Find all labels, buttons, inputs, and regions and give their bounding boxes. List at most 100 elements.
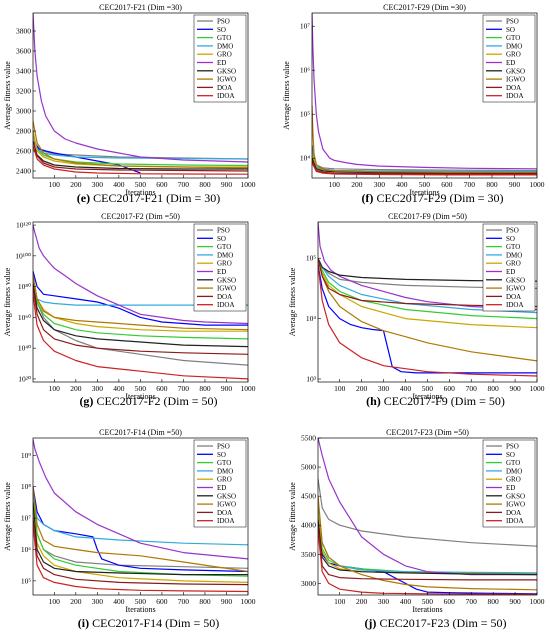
x-tick-label: 1000 [530, 384, 545, 393]
legend-label-idoa: IDOA [506, 301, 524, 309]
y-tick-label: 3800 [16, 27, 31, 36]
caption-text: CEC2017-F2 (Dim = 50) [93, 394, 217, 408]
series-line-igwo [33, 274, 248, 331]
legend-label-so: SO [217, 235, 226, 243]
series-line-gto [33, 278, 248, 340]
x-tick-label: 700 [466, 597, 478, 606]
panel-caption: (g) CEC2017-F2 (Dim = 50) [79, 394, 217, 408]
legend-label-idoa: IDOA [506, 92, 524, 100]
caption-letter: (h) [366, 394, 381, 408]
legend-label-igwo: IGWO [506, 76, 525, 84]
x-tick-label: 300 [378, 597, 390, 606]
caption-text: CEC2017-F14 (Dim = 50) [89, 616, 219, 630]
x-tick-label: 400 [113, 597, 125, 606]
series-line-igwo [318, 258, 537, 362]
x-tick-label: 100 [329, 180, 341, 189]
x-axis-label: Iterations [125, 605, 155, 614]
chart-title: CEC2017-F9 (Dim =50) [388, 212, 467, 221]
legend-label-idoa: IDOA [217, 517, 235, 525]
legend-label-idoa: IDOA [506, 517, 524, 525]
x-tick-label: 700 [464, 180, 476, 189]
series-line-gkso [33, 283, 248, 348]
x-tick-label: 700 [466, 384, 478, 393]
x-tick-label: 600 [444, 597, 456, 606]
y-tick-label: 10⁵ [300, 110, 311, 119]
series-line-idoa [318, 530, 537, 595]
caption-letter: (g) [79, 394, 93, 408]
chart-panel-6: CEC2017-F23 (Dim =50) 100 200 300 400 500 600 7… [288, 428, 545, 630]
series-line-gkso [33, 502, 248, 576]
x-tick-label: 400 [396, 180, 408, 189]
panel-caption: (h) CEC2017-F9 (Dim = 50) [366, 394, 505, 408]
x-tick-label: 800 [199, 384, 211, 393]
legend-label-dmo: DMO [506, 467, 522, 475]
series-line-idoa [33, 145, 248, 175]
x-tick-label: 1000 [241, 597, 256, 606]
series-lines [318, 222, 537, 377]
series-line-dmo [33, 492, 248, 546]
x-tick-label: 500 [135, 180, 147, 189]
legend-label-so: SO [217, 26, 226, 34]
chart-panel-3: CEC2017-F2 (Dim =50) 100 200 300 400 500 600 70… [3, 212, 256, 408]
legend-label-doa: DOA [217, 509, 232, 517]
y-tick-label: 10³ [306, 374, 317, 383]
y-tick-label: 4500 [301, 492, 316, 501]
y-tick-label: 10¹⁰⁰ [15, 251, 31, 260]
x-tick-label: 300 [374, 180, 386, 189]
series-line-idoa [318, 264, 537, 377]
series-lines [33, 13, 248, 175]
series-line-doa [33, 286, 248, 355]
x-axis-label: Iterations [125, 392, 155, 401]
legend-label-dmo: DMO [506, 42, 522, 50]
chart-panel-1: CEC2017-F21 (Dim =30) 100 200 300 400 500 600 7… [3, 3, 256, 205]
legend-label-pso: PSO [506, 18, 519, 26]
legend-label-gto: GTO [506, 34, 520, 42]
y-tick-label: 10⁵ [21, 576, 32, 585]
chart-panel-4: CEC2017-F9 (Dim =50) 100 200 300 400 500 600 70… [288, 212, 545, 408]
series-line-doa [318, 258, 537, 308]
series-line-ed [33, 439, 248, 560]
legend-label-dmo: DMO [217, 251, 233, 259]
x-tick-label: 100 [49, 384, 61, 393]
legend-label-igwo: IGWO [506, 501, 525, 509]
x-tick-label: 1000 [530, 597, 545, 606]
x-tick-label: 500 [422, 384, 434, 393]
y-axis-label: Average fitness value [288, 267, 297, 336]
legend-label-doa: DOA [217, 293, 232, 301]
legend-label-gkso: GKSO [217, 492, 236, 500]
y-tick-label: 2600 [16, 147, 31, 156]
series-line-ed [33, 13, 248, 163]
series-line-idoa [33, 294, 248, 380]
chart-panel-5: CEC2017-F14 (Dim =50) 100 200 300 400 500 600 7… [3, 428, 256, 630]
x-tick-label: 300 [92, 180, 104, 189]
x-tick-label: 800 [488, 597, 500, 606]
x-tick-label: 300 [92, 384, 104, 393]
legend-label-doa: DOA [506, 84, 521, 92]
x-tick-label: 700 [178, 180, 190, 189]
x-tick-label: 100 [334, 597, 346, 606]
y-tick-label: 3000 [301, 579, 316, 588]
x-tick-label: 800 [486, 180, 498, 189]
legend-label-pso: PSO [217, 227, 230, 235]
series-line-ed [33, 224, 248, 325]
series-lines [33, 439, 248, 593]
series-lines [33, 224, 248, 380]
legend-label-igwo: IGWO [217, 285, 236, 293]
y-axis-label: Average fitness value [288, 482, 297, 551]
y-axis-label: Average fitness value [3, 61, 12, 130]
y-axis-label: Average fitness value [282, 61, 291, 130]
x-axis-label: Iterations [125, 188, 155, 197]
y-tick-label: 5500 [301, 434, 316, 443]
y-tick-label: 3400 [16, 67, 31, 76]
x-tick-label: 900 [509, 384, 521, 393]
x-tick-label: 600 [156, 180, 168, 189]
x-tick-label: 200 [70, 384, 82, 393]
x-axis-label: Iterations [412, 605, 442, 614]
panel-caption: (f) CEC2017-F29 (Dim = 30) [361, 191, 503, 205]
x-tick-label: 500 [422, 597, 434, 606]
x-tick-label: 900 [221, 597, 233, 606]
legend-label-ed: ED [506, 484, 515, 492]
y-tick-label: 2800 [16, 127, 31, 136]
